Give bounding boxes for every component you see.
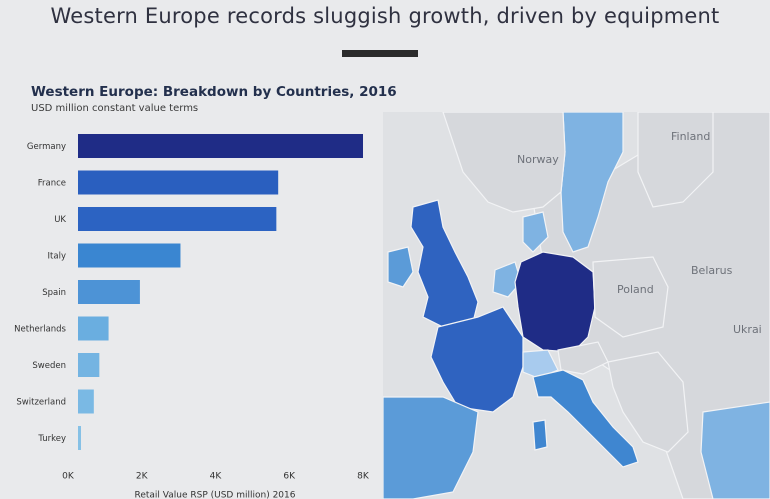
- map-label-ukraine: Ukrai: [733, 323, 762, 336]
- bar: [78, 353, 100, 377]
- category-label: Netherlands: [14, 325, 66, 335]
- category-label: France: [38, 179, 66, 189]
- map-sardinia: [532, 419, 548, 451]
- slide-title: Western Europe records sluggish growth, …: [50, 4, 720, 28]
- map-label-belarus: Belarus: [691, 264, 733, 277]
- bar: [78, 389, 94, 414]
- x-tick-label: 6K: [283, 472, 296, 482]
- map-italy: [532, 369, 639, 468]
- map-poland: [592, 256, 669, 338]
- map-netherlands: [492, 261, 522, 298]
- x-tick-label: 0K: [62, 472, 75, 482]
- map-france: [430, 306, 524, 413]
- category-label: Italy: [48, 252, 66, 262]
- bar: [78, 426, 81, 450]
- bar: [78, 280, 140, 304]
- map-ireland: [387, 246, 414, 288]
- bar-chart: Germany France UK Italy Spain Netherlands Swed…: [14, 134, 370, 499]
- bar: [78, 243, 181, 268]
- category-label: UK: [54, 215, 66, 225]
- bar: [78, 207, 277, 231]
- category-label: Spain: [42, 288, 66, 298]
- map-austria: [557, 341, 609, 375]
- title-divider: [342, 50, 418, 57]
- category-label: Switzerland: [16, 398, 66, 408]
- map-finland: [637, 112, 714, 208]
- map-norway-lowland: [442, 112, 566, 213]
- bar: [78, 316, 109, 341]
- category-label: Germany: [27, 142, 66, 152]
- map-turkey: [700, 401, 770, 499]
- map-denmark: [522, 211, 549, 253]
- x-tick-label: 8K: [357, 472, 370, 482]
- map-label-poland: Poland: [617, 283, 654, 296]
- map-spain: [383, 396, 479, 499]
- map-balkans: [607, 351, 689, 453]
- map-label-finland: Finland: [671, 130, 711, 143]
- europe-map: Finland Norway Poland Belarus Ukrai: [383, 112, 770, 499]
- bar: [78, 134, 363, 158]
- x-tick-label: 4K: [210, 472, 223, 482]
- map-germany: [514, 251, 596, 353]
- category-label: Turkey: [37, 434, 66, 444]
- map-uk: [410, 199, 479, 328]
- chart-subtitle: USD million constant value terms: [31, 103, 199, 114]
- bar: [78, 170, 279, 195]
- europe-map-graphic: [383, 112, 770, 499]
- category-label: Sweden: [32, 361, 66, 371]
- x-axis-label: Retail Value RSP (USD million) 2016: [135, 491, 296, 499]
- chart-title: Western Europe: Breakdown by Countries, …: [31, 84, 397, 100]
- x-tick-label: 2K: [136, 472, 149, 482]
- map-label-norway: Norway: [517, 153, 559, 166]
